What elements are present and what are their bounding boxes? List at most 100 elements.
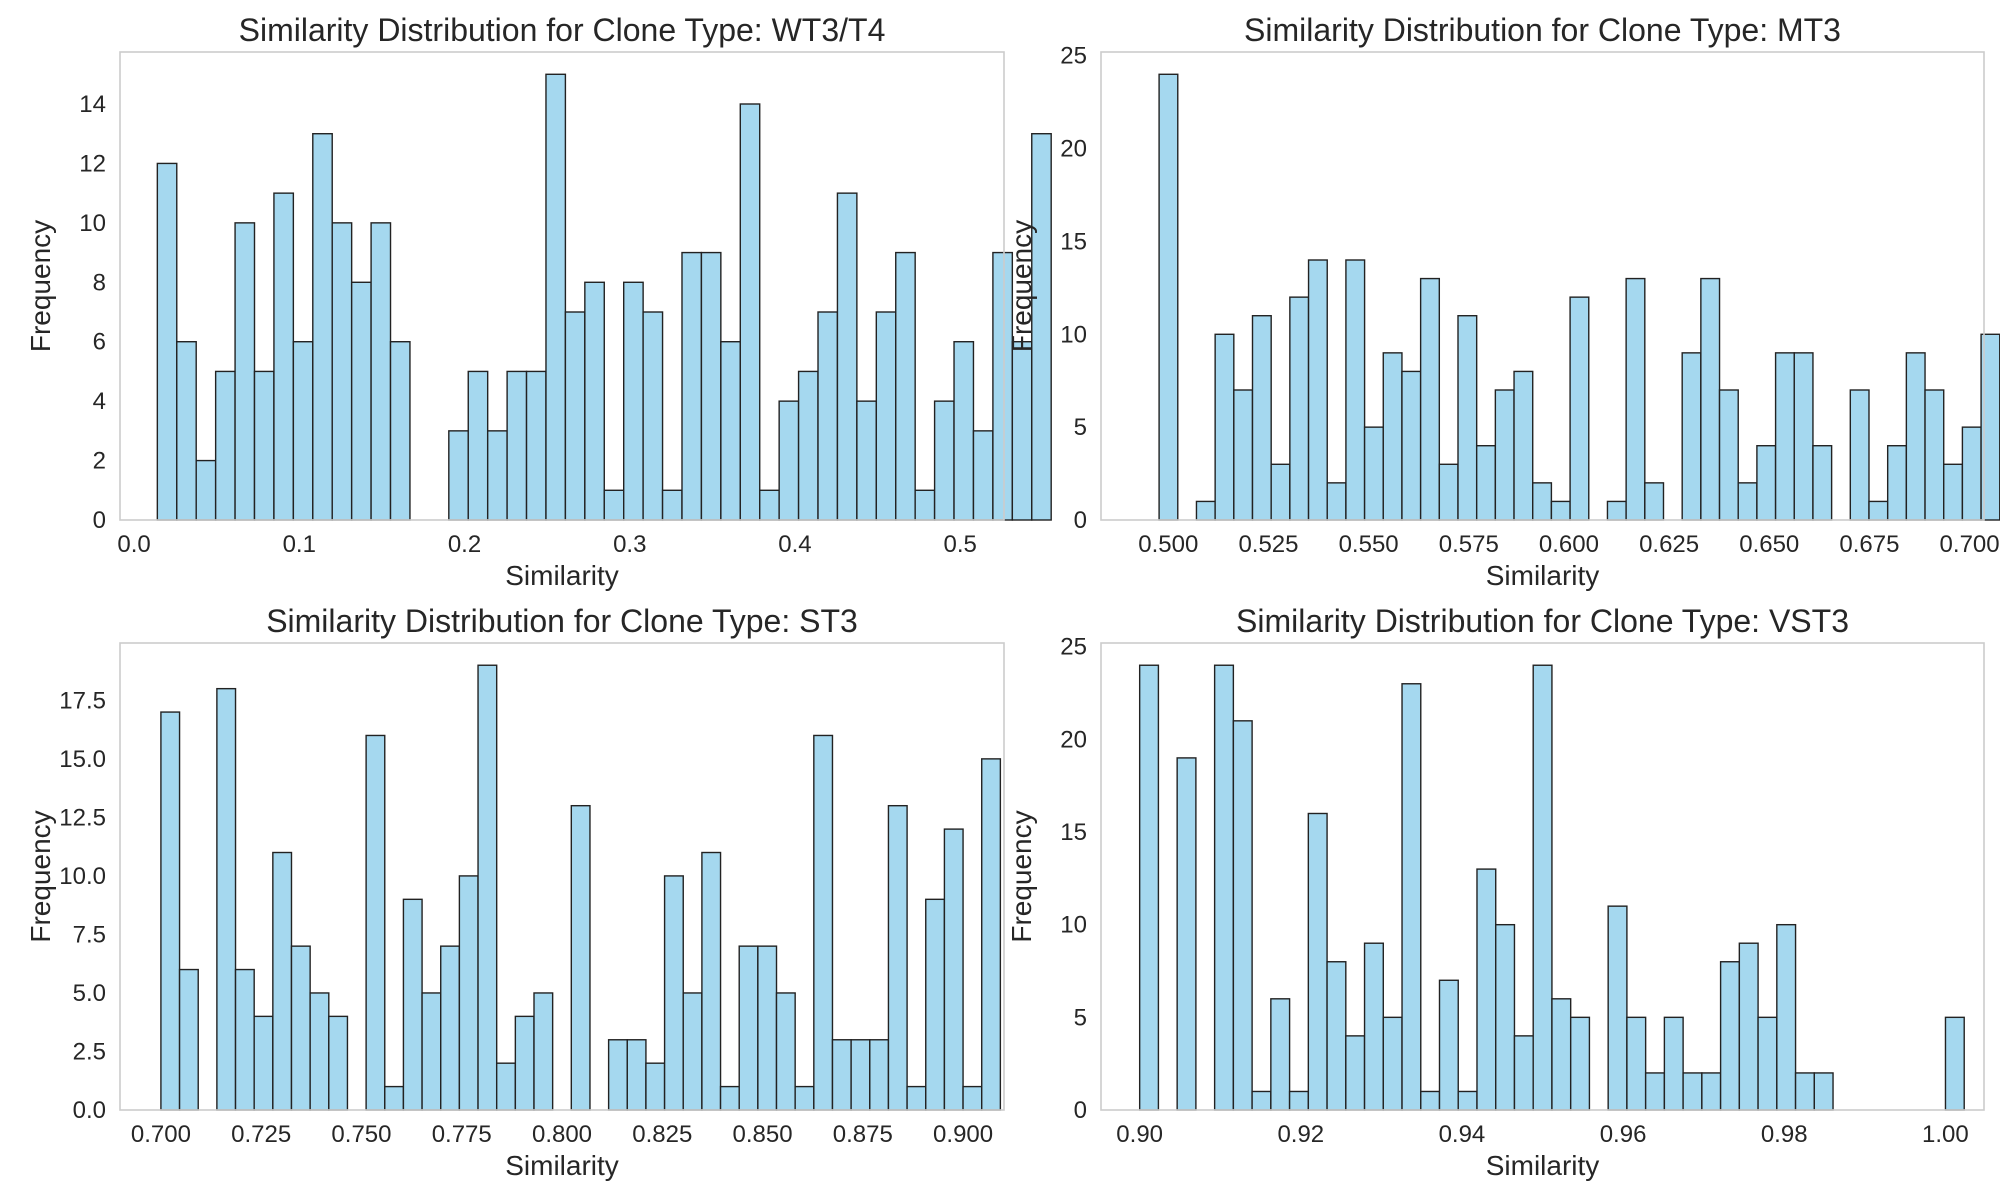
histogram-bar [972, 430, 994, 521]
plot-frame [119, 51, 1005, 521]
x-tick-label: 0.525 [1238, 531, 1298, 558]
y-ticks: 0 5 10 15 20 25 [1060, 634, 1087, 1124]
y-tick-label: 10 [1060, 321, 1087, 348]
x-ticks: 0.90 0.92 0.94 0.96 0.98 1.00 [1116, 1121, 1968, 1148]
y-tick-label: 5.0 [73, 980, 106, 1007]
histogram-bar [1158, 73, 1179, 521]
histogram-bar [856, 400, 878, 521]
histogram-bar [1401, 370, 1422, 521]
histogram-bar [1289, 296, 1310, 521]
plot-frame [1100, 51, 1985, 521]
histogram-bar [719, 1085, 740, 1111]
histogram-bar [1718, 389, 1739, 521]
y-tick-label: 5 [1074, 414, 1087, 441]
y-tick-label: 15 [1060, 819, 1087, 846]
histogram-bar [292, 341, 314, 521]
x-tick-label: 0.92 [1277, 1121, 1324, 1148]
histogram-bar [1251, 315, 1272, 521]
histogram-bar [448, 430, 469, 521]
histogram-bar [1813, 1072, 1834, 1111]
y-tick-label: 0 [1074, 1097, 1087, 1124]
histogram-bar [1270, 998, 1291, 1111]
histogram-bar [176, 341, 197, 521]
histogram-bar [486, 430, 508, 521]
histogram-bar [1532, 664, 1553, 1111]
histogram-bar [253, 370, 275, 521]
histogram-bar [1626, 1016, 1647, 1111]
histogram-bar [1961, 426, 1982, 521]
x-axis-label: Similarity [505, 1150, 619, 1181]
x-tick-label: 0.94 [1439, 1121, 1486, 1148]
chart-title: Similarity Distribution for Clone Type: … [1236, 603, 1849, 639]
histogram-bar [1737, 482, 1758, 521]
histogram-bar [700, 251, 722, 521]
y-tick-label: 0 [1074, 507, 1087, 534]
histogram-bar [623, 281, 644, 521]
histogram-bar [1924, 389, 1945, 521]
y-ticks: 0 5 10 15 20 25 [1060, 43, 1087, 534]
x-tick-label: 0.96 [1600, 1121, 1647, 1148]
x-ticks: 0.0 0.1 0.2 0.3 0.4 0.5 [117, 531, 977, 558]
histogram-bar [234, 968, 255, 1111]
histogram-bar [1363, 942, 1384, 1111]
histogram-bar [1513, 370, 1534, 521]
histogram-bar [953, 341, 975, 521]
histogram-bar [495, 1062, 517, 1111]
histogram-bar [981, 758, 1002, 1111]
histogram-bar [1382, 352, 1403, 521]
histogram-bar [195, 459, 217, 521]
histogram-bar [1868, 500, 1889, 521]
histogram-bar [312, 133, 333, 521]
x-tick-label: 0.850 [733, 1121, 793, 1148]
histogram-bar [661, 489, 683, 521]
histogram-bar [290, 945, 311, 1111]
y-ticks: 0.0 2.5 5.0 7.5 10.0 12.5 15.0 17.5 [59, 687, 106, 1124]
histogram-bar [887, 804, 908, 1111]
histogram-bar [328, 1015, 349, 1111]
histogram-bar [1419, 277, 1441, 521]
subplot-st3: Similarity Distribution for Clone Type: … [25, 603, 1005, 1181]
y-axis-label: Frequency [25, 810, 56, 942]
histogram-bar [1494, 389, 1515, 521]
histogram-bar [681, 251, 703, 521]
histogram-bar [1644, 482, 1665, 521]
histogram-bar [1794, 1072, 1816, 1111]
histogram-bar [309, 992, 330, 1111]
histogram-bar [1214, 333, 1235, 521]
histogram-bar [759, 489, 780, 521]
histogram-bar [467, 370, 489, 521]
plot-frame [1100, 642, 1985, 1111]
y-tick-label: 5 [1074, 1004, 1087, 1031]
histogram-bar [1195, 500, 1216, 521]
x-tick-label: 0.4 [778, 531, 811, 558]
x-axis-label: Similarity [1486, 1150, 1600, 1181]
histogram-bar [797, 370, 819, 521]
histogram-bar [642, 311, 664, 521]
x-tick-label: 0.750 [331, 1121, 391, 1148]
histogram-bar [1944, 1016, 1965, 1111]
y-tick-label: 0.0 [73, 1097, 106, 1124]
histogram-bar [533, 992, 554, 1111]
histogram-bar [1031, 133, 1052, 521]
histogram-bar [778, 400, 800, 521]
x-tick-label: 0.875 [833, 1121, 893, 1148]
histogram-bar [1682, 1072, 1703, 1111]
histogram-bar [570, 804, 591, 1111]
x-tick-label: 0.625 [1639, 531, 1699, 558]
histogram-bar [1793, 352, 1814, 521]
y-tick-label: 20 [1060, 136, 1087, 163]
histogram-bar [933, 400, 955, 521]
histogram-bar [331, 222, 353, 521]
histogram-bar [1326, 961, 1347, 1111]
histogram-bar [701, 851, 722, 1111]
y-tick-label: 10 [79, 210, 106, 237]
y-tick-label: 14 [79, 91, 106, 118]
x-tick-label: 0.775 [432, 1121, 492, 1148]
histogram-bar [234, 222, 256, 521]
histogram-bar [1345, 1035, 1366, 1111]
chart-title: Similarity Distribution for Clone Type: … [266, 603, 858, 639]
histogram-bar [914, 489, 936, 521]
histogram-bar [1905, 352, 1926, 521]
y-tick-label: 25 [1060, 634, 1087, 661]
x-axis-label: Similarity [505, 560, 619, 591]
